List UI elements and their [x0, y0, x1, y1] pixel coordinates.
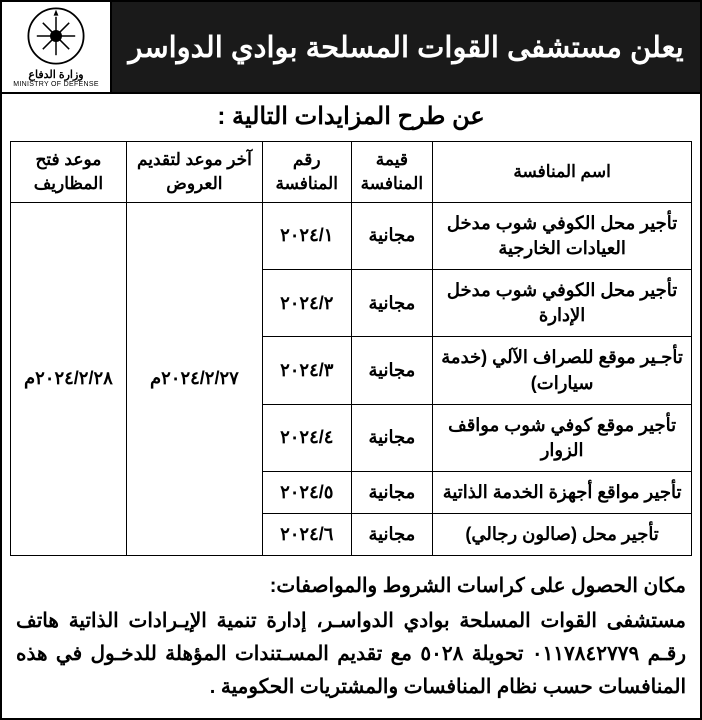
main-title: يعلن مستشفى القوات المسلحة بوادي الدواسر	[112, 2, 700, 92]
cell-tender-name: تأجـير موقع للصراف الآلي (خدمة سيارات)	[433, 337, 692, 404]
cell-tender-number: ٢٠٢٤/١	[262, 202, 351, 269]
cell-tender-number: ٢٠٢٤/٥	[262, 472, 351, 514]
col-header-opening: موعد فتح المظاريف	[11, 142, 127, 203]
cell-tender-value: مجانية	[351, 404, 433, 471]
cell-tender-name: تأجير محل (صالون رجالي)	[433, 514, 692, 556]
cell-deadline: ٢٠٢٤/٢/٢٧م	[126, 202, 262, 556]
cell-tender-value: مجانية	[351, 472, 433, 514]
announcement-container: يعلن مستشفى القوات المسلحة بوادي الدواسر…	[0, 0, 702, 720]
col-header-value: قيمة المنافسة	[351, 142, 433, 203]
col-header-number: رقم المنافسة	[262, 142, 351, 203]
cell-opening: ٢٠٢٤/٢/٢٨م	[11, 202, 127, 556]
logo-text-en: MINISTRY OF DEFENSE	[13, 81, 99, 88]
cell-tender-number: ٢٠٢٤/٣	[262, 337, 351, 404]
table-row: تأجير محل الكوفي شوب مدخل العيادات الخار…	[11, 202, 692, 269]
table-body: تأجير محل الكوفي شوب مدخل العيادات الخار…	[11, 202, 692, 556]
tenders-table: اسم المنافسة قيمة المنافسة رقم المنافسة …	[10, 141, 692, 556]
cell-tender-name: تأجير محل الكوفي شوب مدخل العيادات الخار…	[433, 202, 692, 269]
cell-tender-value: مجانية	[351, 337, 433, 404]
col-header-deadline: آخر موعد لتقديم العروض	[126, 142, 262, 203]
cell-tender-value: مجانية	[351, 202, 433, 269]
cell-tender-name: تأجير مواقع أجهزة الخدمة الذاتية	[433, 472, 692, 514]
ministry-logo-box: وزارة الدفاع MINISTRY OF DEFENSE	[2, 2, 112, 92]
table-header-row: اسم المنافسة قيمة المنافسة رقم المنافسة …	[11, 142, 692, 203]
logo-text-ar: وزارة الدفاع	[28, 68, 83, 81]
footer-body: مستشفى القوات المسلحة بوادي الدواسـر، إد…	[16, 605, 686, 704]
footer-section: مكان الحصول على كراسات الشروط والمواصفات…	[2, 564, 700, 718]
cell-tender-name: تأجير موقع كوفي شوب مواقف الزوار	[433, 404, 692, 471]
cell-tender-value: مجانية	[351, 269, 433, 336]
cell-tender-number: ٢٠٢٤/٦	[262, 514, 351, 556]
ministry-logo-icon	[26, 6, 86, 66]
cell-tender-name: تأجير محل الكوفي شوب مدخل الإدارة	[433, 269, 692, 336]
col-header-name: اسم المنافسة	[433, 142, 692, 203]
subtitle: عن طرح المزايدات التالية :	[2, 94, 700, 141]
cell-tender-value: مجانية	[351, 514, 433, 556]
footer-title: مكان الحصول على كراسات الشروط والمواصفات…	[16, 570, 686, 603]
cell-tender-number: ٢٠٢٤/٤	[262, 404, 351, 471]
header-row: يعلن مستشفى القوات المسلحة بوادي الدواسر…	[2, 2, 700, 94]
cell-tender-number: ٢٠٢٤/٢	[262, 269, 351, 336]
